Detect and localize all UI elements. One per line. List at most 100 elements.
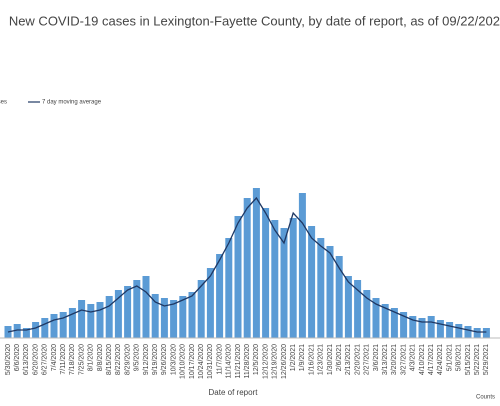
x-tick-label: 12/5/2020 [253,344,260,375]
x-tick-label: 1/23/2021 [318,344,325,375]
x-tick-label: 4/3/2021 [410,344,417,371]
x-tick-label: 4/24/2021 [437,344,444,375]
x-tick-label: 10/24/2020 [198,344,205,379]
x-tick-label: 6/6/2020 [14,344,21,371]
x-tick-label: 8/15/2020 [106,344,113,375]
bar [68,308,76,338]
x-tick-label: 10/17/2020 [189,344,196,379]
bar [252,188,260,338]
x-tick-label: 1/30/2021 [327,344,334,375]
x-tick-label: 3/20/2021 [391,344,398,375]
bar [243,198,251,338]
x-tick-label: 3/6/2021 [373,344,380,371]
bar [372,298,380,338]
x-tick-label: 11/28/2020 [244,344,251,379]
bar [179,296,187,338]
bar [455,324,463,338]
x-tick-label: 9/26/2020 [161,344,168,375]
bar [464,326,472,338]
note: Counts [476,395,495,401]
bar [225,238,233,338]
bar [170,300,178,338]
bar [400,312,408,338]
x-tick-label: 7/25/2020 [78,344,85,375]
bar [298,193,306,338]
x-tick-label: 2/20/2021 [354,344,361,375]
chart-title: New COVID-19 cases in Lexington-Fayette … [9,13,500,28]
x-tick-label: 12/19/2020 [272,344,279,379]
x-tick-label: 9/12/2020 [143,344,150,375]
bar [482,328,490,338]
x-tick-label: 5/1/2021 [446,344,453,371]
bar [4,326,12,338]
x-tick-label: 11/21/2020 [235,344,242,379]
bar [418,318,426,338]
bar [59,312,67,338]
bar [216,254,224,338]
x-tick-label: 6/13/2020 [23,344,30,375]
bar [289,218,297,338]
bar [427,316,435,338]
bar [13,324,21,338]
x-tick-label: 4/10/2021 [419,344,426,375]
x-tick-label: 10/3/2020 [170,344,177,375]
bar [271,220,279,338]
x-tick-label: 8/29/2020 [124,344,131,375]
bar [390,308,398,338]
x-tick-label: 2/27/2021 [364,344,371,375]
bar [22,328,30,338]
x-tick-label: 3/27/2021 [400,344,407,375]
x-tick-label: 11/14/2020 [226,344,233,379]
x-tick-label: 5/22/2021 [474,344,481,375]
bar [446,322,454,338]
bar [363,290,371,338]
x-tick-label: 9/19/2020 [152,344,159,375]
x-tick-label: 5/29/2021 [483,344,490,375]
bar [317,238,325,338]
bar [280,228,288,338]
x-tick-label: 11/7/2020 [216,344,223,375]
legend-label: Cases [0,100,7,106]
bar [234,216,242,338]
bar [409,316,417,338]
x-tick-label: 6/27/2020 [42,344,49,375]
x-tick-label: 3/13/2021 [382,344,389,375]
bar [335,256,343,338]
bar [381,304,389,338]
bar [78,300,86,338]
bar [473,328,481,338]
bar [354,280,362,338]
x-tick-label: 5/8/2021 [456,344,463,371]
moving-average-line [7,196,487,333]
x-tick-label: 4/17/2021 [428,344,435,375]
bar [96,302,104,338]
x-tick-label: 7/11/2020 [60,344,67,375]
x-tick-label: 2/13/2021 [345,344,352,375]
bar [436,320,444,338]
bar [50,314,58,338]
x-tick-label: 9/5/2020 [134,344,141,371]
bar [124,286,132,338]
bar [142,276,150,338]
x-tick-label: 2/6/2021 [336,344,343,371]
x-tick-label: 5/30/2020 [5,344,12,375]
x-tick-label: 1/2/2021 [290,344,297,371]
x-tick-label: 1/9/2021 [299,344,306,371]
bar [308,226,316,338]
x-tick-label: 10/31/2020 [207,344,214,379]
bar [188,292,196,338]
bar [197,280,205,338]
x-tick-label: 6/20/2020 [32,344,39,375]
x-axis-title: Date of report [209,388,259,397]
x-tick-label: 8/8/2020 [97,344,104,371]
bar [87,304,95,338]
x-tick-label: 12/12/2020 [262,344,269,379]
legend-label: 7 day moving average [42,100,102,106]
x-tick-label: 12/26/2020 [281,344,288,379]
bar [262,208,270,338]
x-tick-label: 1/16/2021 [308,344,315,375]
bar [206,268,214,338]
bar [41,318,49,338]
x-tick-label: 8/1/2020 [88,344,95,371]
bar [133,280,141,338]
